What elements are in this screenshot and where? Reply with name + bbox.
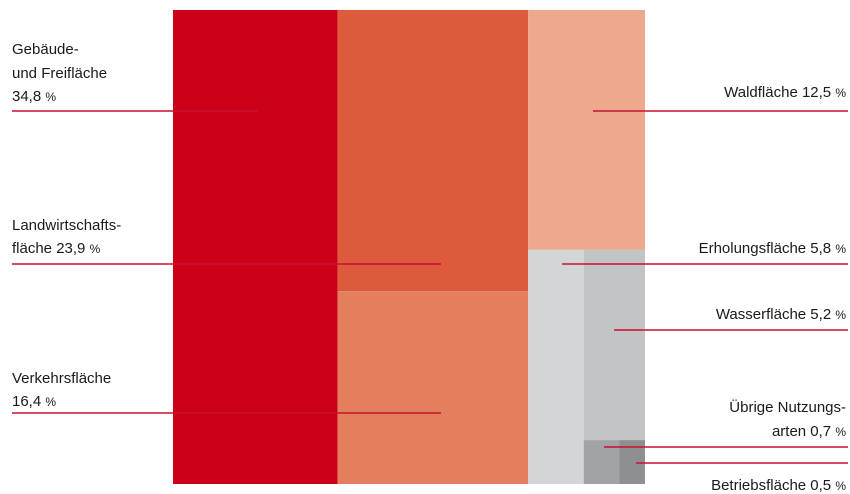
label-betriebsflaeche: Betriebsfläche 0,5 % bbox=[711, 477, 846, 494]
label-verkehrsflaeche: Verkehrsfläche bbox=[12, 370, 111, 387]
tile-landwirtschaftsflaeche bbox=[337, 10, 529, 292]
label-wasserflaeche: Wasserfläche 5,2 % bbox=[716, 306, 847, 323]
label-landwirtschaftsflaeche-line-2: fläche 23,9 % bbox=[12, 240, 101, 257]
tile-erholungsflaeche bbox=[528, 249, 584, 484]
label-erholungsflaeche: Erholungsfläche 5,8 % bbox=[699, 240, 847, 257]
label-uebrige-nutzungsarten-line-2: arten 0,7 % bbox=[772, 423, 846, 440]
tile-gebaeude-und-freiflaeche bbox=[173, 10, 338, 484]
tile-waldflaeche bbox=[528, 10, 645, 250]
label-gebaeude-und-freiflaeche-line-1: Gebäude- bbox=[12, 41, 79, 58]
label-gebaeude-und-freiflaeche-line-2: und Freifläche bbox=[12, 65, 107, 82]
tile-wasserflaeche bbox=[583, 249, 645, 441]
tile-verkehrsflaeche bbox=[337, 291, 529, 484]
label-landwirtschaftsflaeche-line-1: Landwirtschafts- bbox=[12, 217, 121, 234]
value-gebaeude-und-freiflaeche: 34,8 % bbox=[12, 88, 56, 105]
label-waldflaeche: Waldfläche 12,5 % bbox=[724, 84, 846, 101]
label-uebrige-nutzungsarten-line-1: Übrige Nutzungs- bbox=[729, 398, 846, 416]
value-verkehrsflaeche: 16,4 % bbox=[12, 393, 56, 410]
